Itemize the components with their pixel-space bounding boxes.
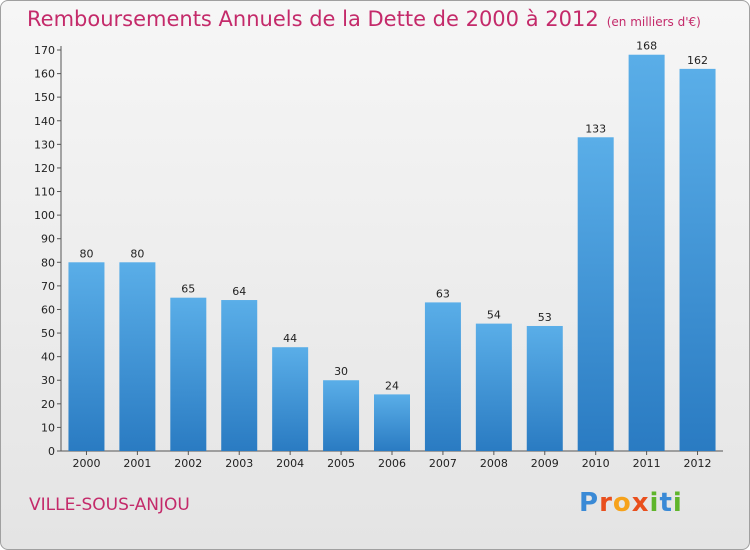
logo-letter: i [672,488,683,518]
y-tick-label: 50 [41,327,55,340]
bar [526,325,563,451]
y-tick-label: 10 [41,421,55,434]
bar [68,262,105,451]
x-tick-label: 2010 [582,457,610,470]
chart-title: Remboursements Annuels de la Dette de 20… [27,7,701,31]
y-tick-label: 110 [34,186,55,199]
proxiti-logo: Proxiti [579,488,683,518]
bar-value-label: 80 [79,247,93,260]
y-tick-label: 80 [41,256,55,269]
y-tick-label: 30 [41,374,55,387]
bar-value-label: 168 [636,40,657,53]
y-tick-label: 60 [41,303,55,316]
logo-letter: t [659,488,673,518]
bar [272,347,309,451]
y-tick-label: 90 [41,233,55,246]
axes: 0 10 20 30 40 50 60 70 80 90 100 110 120 130 140 150 160… [34,44,723,470]
y-tick-label: 160 [34,68,55,81]
logo-letter: i [649,488,660,518]
title-unit: (en milliers d'€) [606,15,701,29]
bar-value-label: 24 [385,379,399,392]
bar-value-label: 65 [181,283,195,296]
bar-value-label: 133 [585,122,606,135]
logo-letter: P [579,488,600,518]
y-tick-label: 40 [41,351,55,364]
bar [323,380,360,451]
x-tick-label: 2011 [633,457,661,470]
bar [170,297,207,451]
y-tick-label: 20 [41,398,55,411]
bar-value-label: 44 [283,332,297,345]
bar-value-label: 30 [334,365,348,378]
y-tick-label: 140 [34,115,55,128]
bar [679,68,716,451]
y-tick-label: 150 [34,91,55,104]
bar-value-label: 162 [687,54,708,67]
y-tick-label: 0 [48,445,55,458]
y-tick-label: 100 [34,209,55,222]
value-labels: 80 80 65 64 44 30 24 63 54 53 133 168 162 [79,40,708,393]
y-tick-label: 170 [34,44,55,57]
bar [577,137,614,451]
bar [628,54,665,451]
x-tick-label: 2002 [174,457,202,470]
bar-value-label: 80 [130,247,144,260]
bar-value-label: 63 [436,287,450,300]
bar [374,394,410,451]
bar [475,323,512,451]
x-tick-label: 2000 [72,457,100,470]
logo-letter: r [599,488,613,518]
bars [68,54,716,451]
logo-letter: x [631,488,650,518]
town-name: VILLE-SOUS-ANJOU [29,495,190,515]
x-tick-label: 2001 [123,457,151,470]
title-text: Remboursements Annuels de la Dette de 20… [27,7,599,31]
x-tick-label: 2003 [225,457,253,470]
bar [221,300,258,451]
x-tick-label: 2008 [480,457,508,470]
bar [119,262,156,451]
bar-value-label: 53 [538,311,552,324]
x-tick-label: 2012 [684,457,712,470]
y-tick-label: 120 [34,162,55,175]
y-tick-label: 70 [41,280,55,293]
bar-value-label: 54 [487,309,501,322]
x-tick-label: 2004 [276,457,304,470]
x-tick-label: 2009 [531,457,559,470]
bar [424,302,461,451]
x-tick-label: 2006 [378,457,406,470]
bar-value-label: 64 [232,285,246,298]
x-tick-label: 2007 [429,457,457,470]
y-tick-label: 130 [34,138,55,151]
x-tick-label: 2005 [327,457,355,470]
logo-letter: o [612,488,632,518]
